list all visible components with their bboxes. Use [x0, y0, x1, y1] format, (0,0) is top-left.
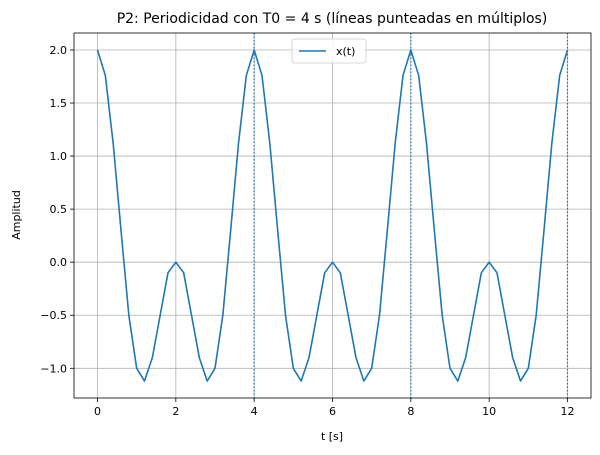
x-axis-label: t [s] — [321, 430, 343, 443]
y-tick-label: 2.0 — [50, 44, 68, 57]
x-tick-label: 12 — [561, 405, 575, 418]
y-tick-label: 1.0 — [50, 150, 68, 163]
series-layer — [96, 49, 569, 382]
period-marker-lines — [253, 33, 569, 398]
legend-label-x-t: x(t) — [336, 45, 355, 58]
series-line-x-t — [96, 49, 569, 382]
legend-box — [291, 38, 367, 64]
x-tick-label: 4 — [251, 405, 258, 418]
y-tick-label: 0.5 — [50, 203, 68, 216]
x-ticks: 0 2 4 6 8 10 12 — [94, 398, 575, 418]
x-tick-label: 10 — [482, 405, 496, 418]
y-tick-label: 0.0 — [50, 256, 68, 269]
chart-title: P2: Periodicidad con T0 = 4 s (líneas pu… — [117, 11, 548, 27]
x-tick-label: 6 — [329, 405, 336, 418]
y-ticks: −1.0 −0.5 0.0 0.5 1.0 1.5 2.0 — [40, 44, 74, 375]
x-tick-label: 8 — [407, 405, 414, 418]
x-tick-label: 2 — [172, 405, 179, 418]
y-axis-label: Amplitud — [10, 190, 23, 240]
legend: x(t) — [291, 38, 367, 64]
y-tick-label: −0.5 — [40, 309, 67, 322]
y-tick-label: −1.0 — [40, 362, 67, 375]
y-tick-label: 1.5 — [50, 97, 68, 110]
x-tick-label: 0 — [94, 405, 101, 418]
grid-lines — [74, 33, 591, 398]
